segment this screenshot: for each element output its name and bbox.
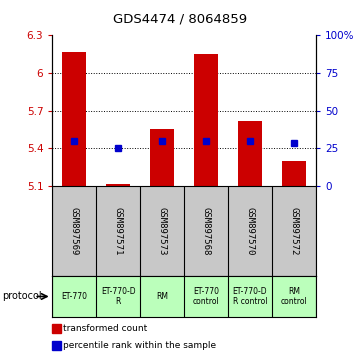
Text: ET-770-D
R control: ET-770-D R control — [233, 287, 267, 306]
Text: GSM897570: GSM897570 — [245, 207, 255, 255]
Bar — [194, 53, 218, 186]
Text: RM: RM — [156, 292, 168, 301]
Bar — [106, 184, 130, 186]
Text: ET-770
control: ET-770 control — [193, 287, 219, 306]
Text: transformed count: transformed count — [63, 324, 147, 333]
Text: GDS4474 / 8064859: GDS4474 / 8064859 — [113, 12, 248, 25]
Text: RM
control: RM control — [280, 287, 307, 306]
Text: ET-770: ET-770 — [61, 292, 87, 301]
Bar — [150, 130, 174, 186]
Text: ET-770-D
R: ET-770-D R — [101, 287, 135, 306]
Text: GSM897573: GSM897573 — [158, 207, 167, 255]
Bar — [62, 52, 86, 186]
Text: protocol: protocol — [2, 291, 42, 302]
Text: GSM897568: GSM897568 — [201, 207, 210, 255]
Text: GSM897572: GSM897572 — [290, 207, 299, 255]
Bar — [282, 161, 306, 186]
Text: percentile rank within the sample: percentile rank within the sample — [63, 341, 216, 350]
Text: GSM897571: GSM897571 — [114, 207, 123, 255]
Text: GSM897569: GSM897569 — [70, 207, 79, 255]
Bar — [238, 121, 262, 186]
